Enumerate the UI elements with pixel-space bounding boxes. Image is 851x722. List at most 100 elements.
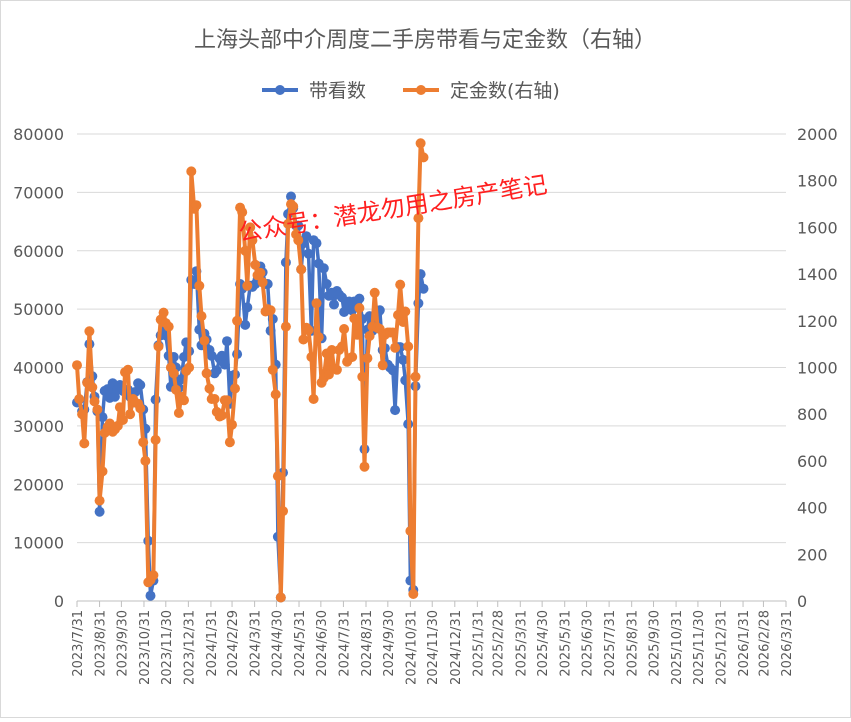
x-tick-label: 2026/2/28 (757, 610, 772, 677)
x-tick-label: 2025/4/30 (536, 610, 551, 677)
data-point (275, 592, 286, 603)
data-point (408, 589, 419, 599)
y-left-tick-label: 30000 (13, 417, 64, 436)
data-point (283, 218, 294, 229)
data-point (211, 365, 222, 376)
data-point (232, 315, 243, 326)
y-left-tick-label: 80000 (13, 125, 64, 144)
data-point (318, 263, 329, 274)
y-left-tick-label: 60000 (13, 242, 64, 261)
data-point (94, 506, 105, 517)
data-point (308, 394, 319, 404)
data-point (209, 394, 220, 404)
data-point (265, 305, 276, 316)
data-point (247, 235, 258, 246)
data-point (216, 350, 227, 361)
x-tick-label: 2025/9/30 (648, 610, 663, 677)
data-point (301, 231, 312, 242)
grid-layer (77, 133, 786, 602)
data-point (390, 405, 401, 416)
x-tick-label: 2024/4/30 (270, 610, 285, 677)
y-left-tick-label: 10000 (13, 534, 64, 553)
x-tick-label: 2023/8/31 (94, 610, 109, 677)
x-tick-label: 2024/2/29 (226, 610, 241, 677)
data-point (199, 335, 210, 346)
data-point (347, 352, 358, 362)
data-point (196, 311, 207, 322)
data-point (313, 332, 324, 343)
data-point (150, 434, 161, 445)
y-right-tick-label: 1400 (797, 265, 838, 284)
data-point (311, 298, 322, 309)
y-right-tick-label: 1800 (797, 172, 838, 191)
data-point (280, 321, 291, 332)
data-point (339, 307, 350, 317)
data-point (237, 207, 248, 218)
data-point (224, 437, 235, 448)
legend-label-0: 带看数 (309, 80, 366, 102)
data-point (138, 437, 149, 448)
x-tick-label: 2025/2/28 (492, 610, 507, 677)
data-point (79, 438, 90, 449)
data-point (114, 402, 125, 413)
data-point (364, 331, 375, 341)
x-tick-label: 2025/5/31 (559, 610, 574, 677)
data-point (140, 455, 151, 466)
data-point (354, 303, 365, 313)
data-point (415, 138, 426, 149)
data-point (352, 329, 363, 340)
data-point (240, 245, 251, 256)
y-left-tick-label: 40000 (13, 359, 64, 378)
x-axis-ticks: 2023/7/31 2023/8/31 2023/9/30 2023/10/31 202… (71, 601, 795, 685)
x-tick-label: 2025/7/31 (603, 610, 618, 677)
data-point (219, 359, 230, 370)
x-tick-label: 2025/8/31 (626, 610, 641, 677)
y-left-tick-label: 50000 (13, 300, 64, 319)
data-point (173, 408, 184, 418)
y-right-tick-label: 1000 (797, 359, 838, 378)
data-point (395, 279, 406, 290)
data-point (303, 248, 314, 259)
data-point (216, 410, 227, 421)
data-point (163, 321, 174, 332)
data-point (398, 354, 409, 365)
y-right-tick-label: 200 (797, 545, 828, 564)
data-point (377, 360, 388, 371)
x-tick-label: 2023/12/31 (182, 610, 197, 685)
right-axis-ticks: 0 200 400 600 800 1000 1200 1400 1600 1800 2000 (797, 125, 838, 611)
legend: 带看数 定金数(右轴) (262, 80, 560, 102)
data-point (329, 299, 339, 310)
data-point (135, 403, 146, 414)
legend-marker-0 (275, 85, 285, 95)
x-tick-label: 2025/12/31 (714, 610, 729, 685)
y-right-tick-label: 400 (797, 499, 828, 518)
x-tick-label: 2026/3/31 (780, 610, 795, 677)
x-tick-label: 2023/7/31 (71, 610, 86, 677)
data-point (84, 326, 95, 337)
data-point (293, 235, 304, 246)
data-point (227, 419, 237, 430)
data-point (278, 506, 288, 517)
data-point (326, 345, 337, 355)
data-point (331, 364, 342, 375)
data-point (77, 409, 88, 420)
data-point (339, 324, 350, 334)
data-point (171, 384, 181, 395)
data-point (311, 238, 322, 249)
data-point (387, 327, 398, 338)
data-point (168, 368, 179, 379)
data-point (362, 353, 373, 364)
legend-marker-1 (416, 85, 426, 95)
y-right-tick-label: 800 (797, 405, 828, 424)
data-point (418, 152, 429, 163)
data-point (398, 317, 409, 327)
data-point (410, 371, 421, 382)
data-point (222, 336, 232, 347)
x-tick-label: 2024/5/31 (293, 610, 308, 677)
data-point (184, 362, 195, 373)
data-point (321, 279, 332, 289)
data-point (390, 342, 401, 353)
data-point (222, 395, 232, 406)
x-tick-label: 2025/6/30 (581, 610, 596, 677)
